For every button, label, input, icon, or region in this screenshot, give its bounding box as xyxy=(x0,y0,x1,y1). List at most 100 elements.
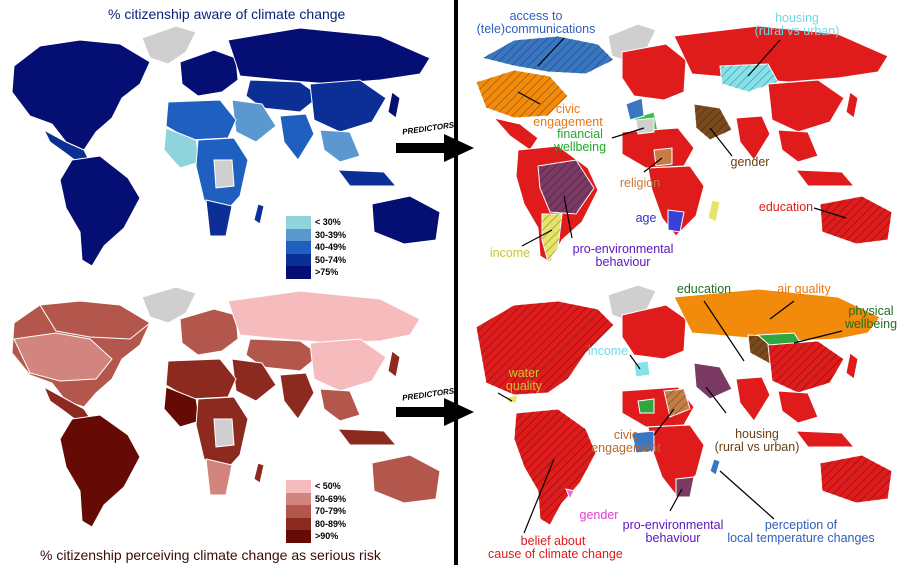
greenland-region xyxy=(141,286,197,324)
africa-no-data-region xyxy=(635,117,655,135)
label-housing: housing (rural vs urban) xyxy=(714,427,800,454)
physical-region-europe xyxy=(637,398,655,414)
pointer-line-income xyxy=(629,354,641,370)
pointer-line-income xyxy=(521,229,553,247)
label-physical: physical wellbeing xyxy=(844,304,898,331)
label-water: water quality xyxy=(505,366,543,393)
central-america-region xyxy=(492,117,539,151)
risk-legend: < 50% 50-69% 70-79% 80-89% >90% xyxy=(286,480,346,543)
pointer-line-belief xyxy=(523,458,555,534)
pointer-line-communications xyxy=(537,37,565,67)
middle-east-region xyxy=(231,358,277,402)
awareness-predictors-map xyxy=(475,23,893,264)
label-age: age xyxy=(635,211,657,225)
middle-east-region xyxy=(231,99,277,143)
australia-region-hatch xyxy=(820,196,892,244)
label-gender: gender xyxy=(730,155,770,169)
risk-map-panel: < 50% 50-69% 70-79% 80-89% >90% % citize… xyxy=(0,283,454,565)
japan-region xyxy=(845,91,859,119)
label-proenv: pro-environmental behaviour xyxy=(572,242,674,269)
brazil-region-hatch xyxy=(538,160,594,214)
label-religion: religion xyxy=(619,176,661,190)
indonesia-region xyxy=(336,169,398,187)
risk-predictors-map xyxy=(475,284,893,534)
risk-map-title: % citizenship perceiving climate change … xyxy=(40,547,381,563)
southeast-asia-region xyxy=(777,390,819,424)
middle-east-region-hatch xyxy=(694,104,732,140)
pointer-line-financial xyxy=(611,127,645,139)
pointer-line-housing xyxy=(747,39,781,77)
pointer-line-education xyxy=(813,207,847,219)
south-america-region xyxy=(59,155,141,267)
europe-region xyxy=(179,49,239,97)
middle-east-region xyxy=(693,362,733,400)
europe-region xyxy=(621,304,687,360)
europe-region xyxy=(621,43,687,101)
africa-no-data-region xyxy=(213,418,235,448)
label-gender: gender xyxy=(579,508,619,522)
japan-region xyxy=(387,350,401,378)
predictors-arrow-top xyxy=(396,134,474,162)
southern-africa-region xyxy=(205,458,233,496)
legend-row: 80-89% xyxy=(286,517,346,530)
france-region xyxy=(625,97,645,121)
southeast-asia-region xyxy=(777,129,819,163)
pointer-line-proenv xyxy=(669,488,683,512)
china-region-hatch xyxy=(768,341,844,393)
china-region xyxy=(309,338,387,392)
pointer-line-gender xyxy=(709,127,733,157)
north-america-region xyxy=(11,39,151,151)
argentina-region-hatch xyxy=(542,214,562,262)
legend-row: >75% xyxy=(286,266,346,279)
label-financial: financial wellbeing xyxy=(553,127,607,154)
gender-region xyxy=(565,488,575,501)
russia-region xyxy=(227,290,421,344)
pointer-line-water xyxy=(497,392,513,402)
west-africa-region xyxy=(163,127,201,169)
madagascar-region xyxy=(253,203,265,225)
legend-row: >90% xyxy=(286,530,346,543)
awareness-predictors-panel: access to (tele)communications housing (… xyxy=(458,0,907,283)
west-africa-region xyxy=(163,386,201,428)
india-region xyxy=(279,372,315,420)
pointer-line-perception xyxy=(719,470,775,520)
pointer-line-physical xyxy=(793,330,843,344)
india-region xyxy=(735,376,771,422)
legend-row: < 50% xyxy=(286,480,346,493)
pointer-line-air-quality xyxy=(769,300,795,320)
label-civic: civic engagement xyxy=(591,428,661,455)
southeast-asia-region xyxy=(319,129,361,163)
label-civic: civic engagement xyxy=(533,102,603,129)
legend-row: 30-39% xyxy=(286,228,346,241)
africa-blue-region xyxy=(631,430,655,454)
income-region xyxy=(633,360,651,378)
australia-region xyxy=(371,195,441,245)
south-america-region-hatch xyxy=(514,409,596,525)
label-housing: housing (rural vs urban) xyxy=(754,11,840,38)
label-income: income xyxy=(587,344,629,358)
legend-row: 40-49% xyxy=(286,241,346,254)
australia-region xyxy=(371,454,441,504)
kazakhstan-region-hatch xyxy=(720,64,778,92)
pointer-line-housing xyxy=(705,386,727,414)
awareness-map-panel: % citizenship aware of climate change xyxy=(0,0,454,283)
predictors-arrow-bottom xyxy=(396,398,474,426)
awareness-legend: < 30% 30-39% 40-49% 50-74% >75% xyxy=(286,216,346,279)
usa-region xyxy=(13,332,113,382)
south-america-region xyxy=(59,414,141,528)
china-region xyxy=(309,79,387,133)
legend-row: 50-69% xyxy=(286,492,346,505)
age-region xyxy=(667,209,685,233)
indonesia-region xyxy=(336,428,398,446)
central-asia-region xyxy=(245,338,321,372)
awareness-map xyxy=(11,25,441,267)
label-education: education xyxy=(758,200,814,214)
pointer-line-proenv xyxy=(563,195,573,239)
pointer-line-civic xyxy=(517,91,541,105)
greenland-region xyxy=(141,25,197,65)
madagascar-region xyxy=(707,199,721,223)
perception-region xyxy=(709,458,721,476)
legend-row: < 30% xyxy=(286,216,346,229)
label-proenv: pro-environmental behaviour xyxy=(622,518,724,545)
india-region xyxy=(735,115,771,161)
